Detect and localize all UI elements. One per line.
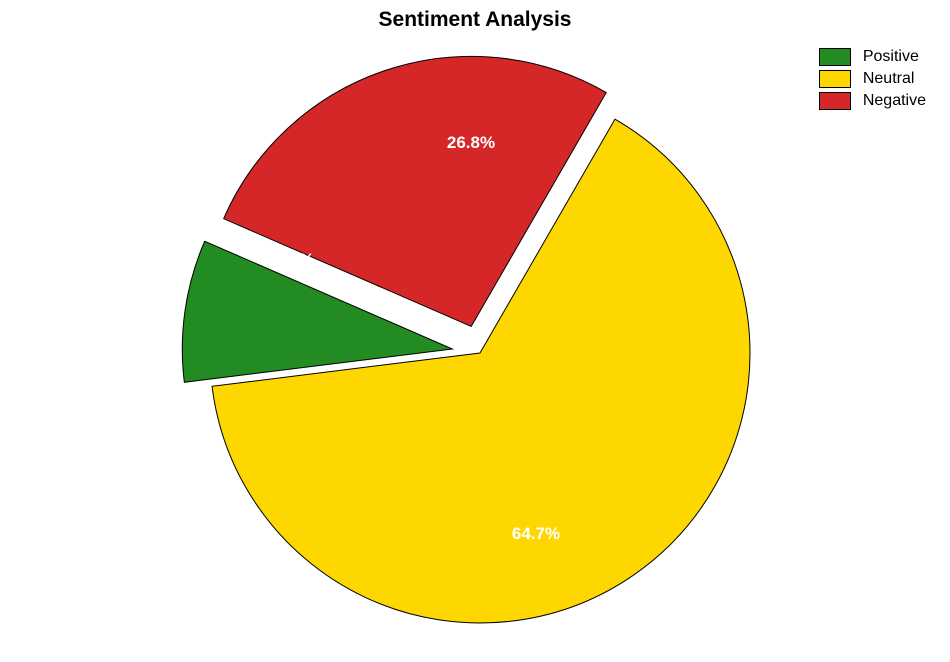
legend: Positive Neutral Negative [819,48,926,114]
legend-item-negative: Negative [819,92,926,110]
legend-swatch-neutral [819,70,851,88]
legend-swatch-negative [819,92,851,110]
sentiment-pie-chart: Sentiment Analysis Positive Neutral Nega… [0,0,950,662]
pie-svg [0,0,950,662]
legend-label-positive: Positive [863,48,919,66]
slice-label-negative: 26.8% [447,133,495,153]
slice-label-neutral: 64.7% [512,524,560,544]
legend-swatch-positive [819,48,851,66]
slice-label-positive: 8.5% [276,250,315,270]
legend-label-negative: Negative [863,92,926,110]
legend-item-positive: Positive [819,48,926,66]
legend-item-neutral: Neutral [819,70,926,88]
legend-label-neutral: Neutral [863,70,915,88]
